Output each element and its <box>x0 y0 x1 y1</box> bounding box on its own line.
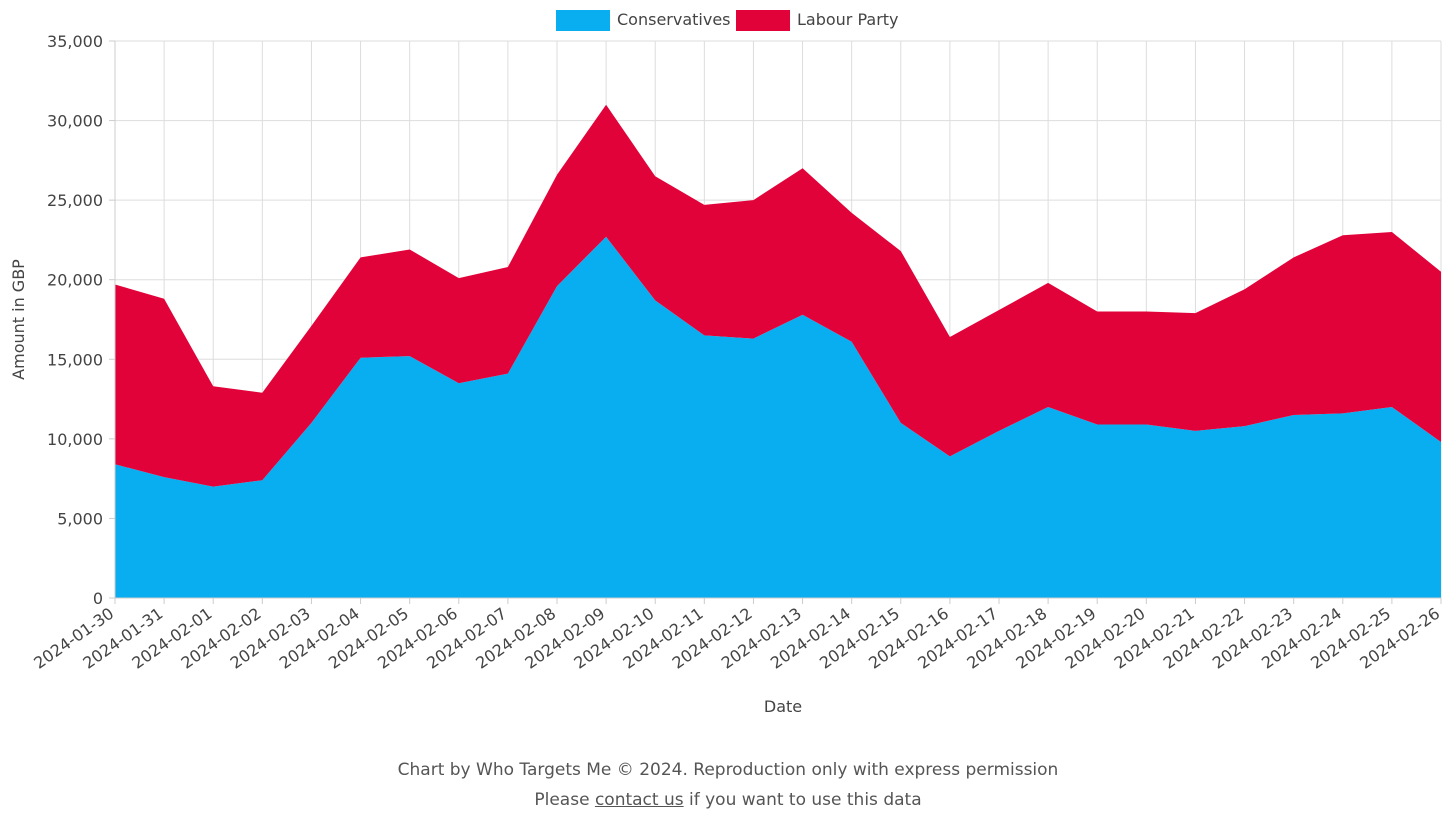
y-tick-label: 30,000 <box>47 112 103 131</box>
usage-suffix: if you want to use this data <box>683 790 922 810</box>
y-tick-label: 20,000 <box>47 271 103 290</box>
usage-note: Please contact us if you want to use thi… <box>0 790 1456 810</box>
legend-swatch <box>736 10 790 31</box>
y-tick-label: 5,000 <box>57 509 103 528</box>
y-tick-label: 0 <box>93 589 103 608</box>
x-axis-title: Date <box>764 697 802 716</box>
legend-swatch <box>556 10 610 31</box>
y-tick-label: 25,000 <box>47 191 103 210</box>
y-tick-label: 10,000 <box>47 430 103 449</box>
usage-prefix: Please <box>534 790 595 810</box>
legend-label: Conservatives <box>617 10 731 29</box>
chart-credit: Chart by Who Targets Me © 2024. Reproduc… <box>397 760 1059 780</box>
legend[interactable]: Conservatives Labour Party <box>556 10 899 31</box>
legend-item-labour-party[interactable]: Labour Party <box>736 10 899 31</box>
area-series-conservatives <box>115 236 1441 598</box>
legend-item-conservatives[interactable]: Conservatives <box>556 10 731 31</box>
contact-us-link[interactable]: contact us <box>594 790 684 810</box>
area-series-labour-party <box>115 104 1441 487</box>
legend-label: Labour Party <box>797 10 899 29</box>
y-tick-label: 35,000 <box>47 32 103 51</box>
areas <box>115 104 1441 598</box>
y-tick-label: 15,000 <box>47 350 103 369</box>
y-axis-title: Amount in GBP <box>9 259 28 380</box>
